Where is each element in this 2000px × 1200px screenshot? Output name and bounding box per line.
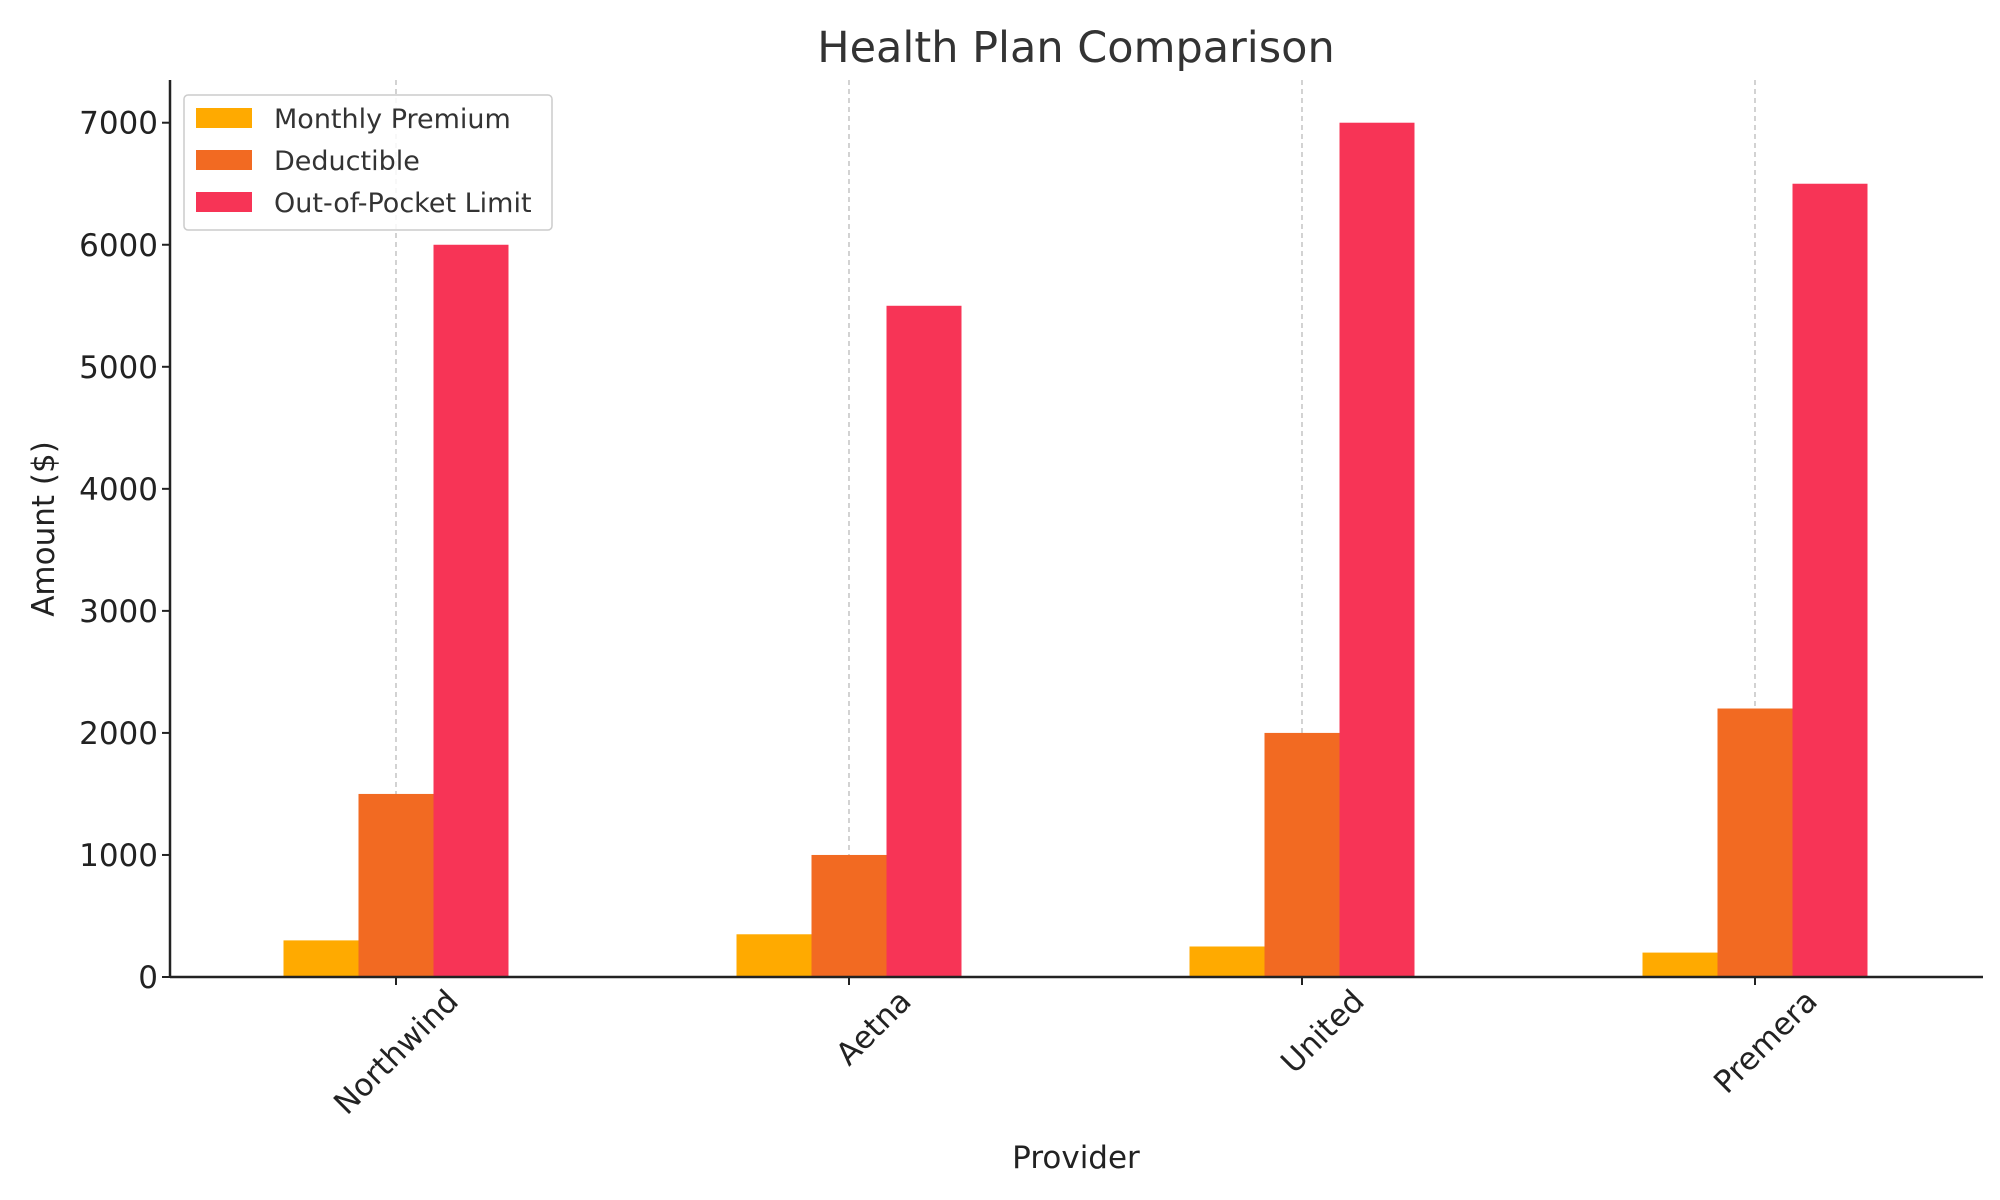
chart-title: Health Plan Comparison	[817, 23, 1334, 73]
x-tick-label: United	[1274, 983, 1371, 1080]
bars	[283, 122, 1868, 978]
legend-box	[183, 94, 553, 231]
bar-aetna-monthly-premium	[736, 934, 812, 977]
bar-aetna-out-of-pocket-limit	[886, 305, 962, 977]
bar-premera-deductible	[1717, 708, 1793, 977]
legend-label: Monthly Premium	[274, 104, 511, 135]
x-ticks: Northwind Aetna United Premera	[327, 977, 1825, 1122]
bar-northwind-deductible	[358, 793, 434, 977]
bar-united-deductible	[1264, 732, 1340, 977]
y-axis-label: Amount ($)	[26, 441, 62, 617]
y-tick-label: 4000	[79, 472, 158, 508]
legend-swatch	[196, 150, 252, 170]
x-tick-label: Premera	[1707, 983, 1825, 1101]
legend-label: Deductible	[274, 146, 420, 177]
y-tick-label: 1000	[79, 838, 158, 874]
bar-united-monthly-premium	[1189, 946, 1265, 977]
y-tick-label: 6000	[79, 228, 158, 264]
legend-label: Out-of-Pocket Limit	[274, 188, 532, 219]
y-tick-label: 0	[138, 960, 158, 996]
bar-premera-out-of-pocket-limit	[1792, 183, 1868, 978]
y-tick-label: 7000	[79, 106, 158, 142]
legend: Monthly Premium Deductible Out-of-Pocket L…	[183, 94, 553, 231]
bar-premera-monthly-premium	[1642, 952, 1718, 977]
y-tick-label: 5000	[79, 350, 158, 386]
x-tick-label: Aetna	[829, 983, 918, 1072]
x-axis-label: Provider	[1012, 1140, 1140, 1176]
y-tick-label: 2000	[79, 716, 158, 752]
y-tick-label: 3000	[79, 594, 158, 630]
bar-united-out-of-pocket-limit	[1339, 122, 1415, 977]
legend-swatch	[196, 192, 252, 212]
bar-northwind-monthly-premium	[283, 940, 359, 977]
y-ticks: 0 1000 2000 3000 4000 5000 6000 7000	[79, 106, 170, 996]
x-tick-label: Northwind	[327, 983, 466, 1122]
grid-lines	[395, 80, 1756, 977]
bar-aetna-deductible	[811, 854, 887, 977]
legend-swatch	[196, 108, 252, 128]
bar-northwind-out-of-pocket-limit	[433, 244, 509, 977]
